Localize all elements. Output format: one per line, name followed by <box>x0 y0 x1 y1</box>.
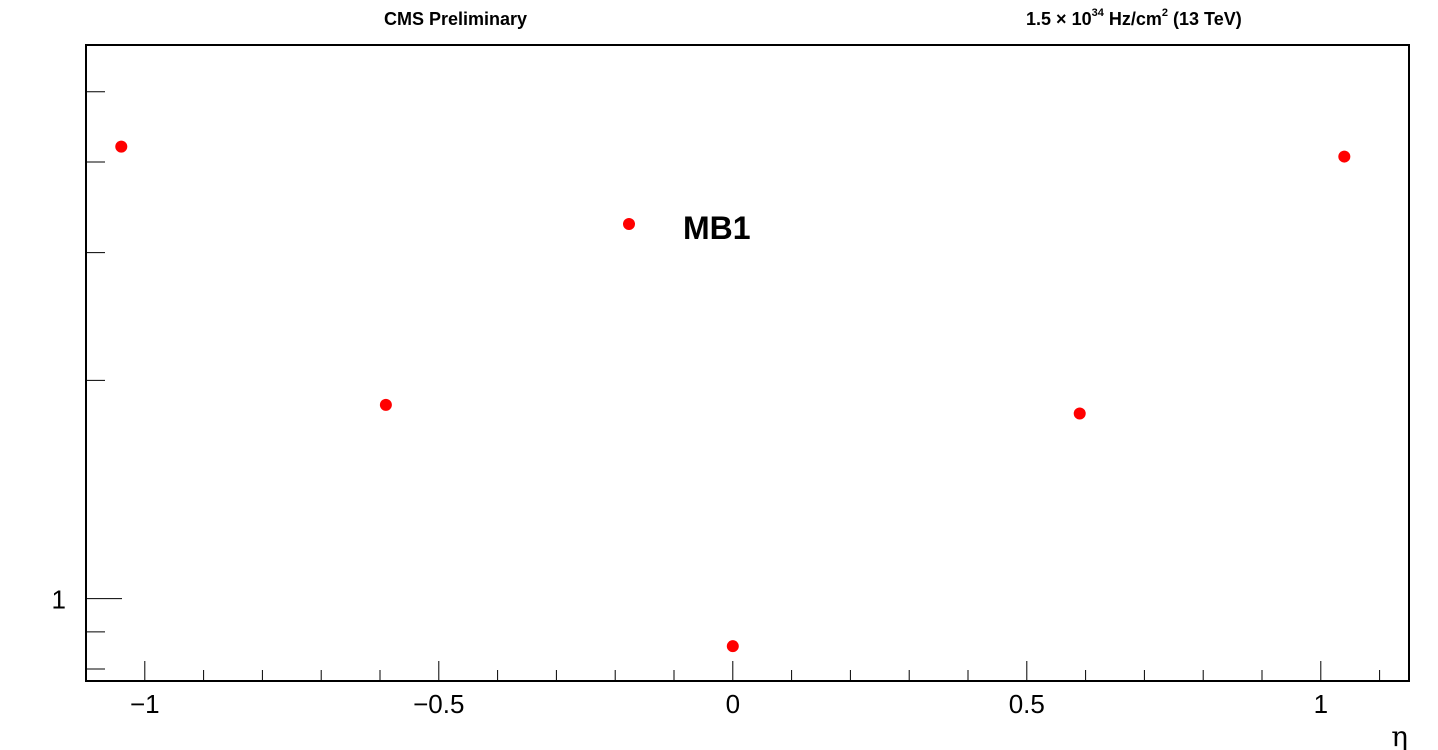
x-axis-title: η <box>1391 720 1408 750</box>
times-sign: × <box>1056 9 1067 29</box>
x-tick-label: −1 <box>130 689 160 719</box>
luminosity-base: 10 <box>1071 9 1092 29</box>
legend-label: MB1 <box>683 210 751 246</box>
data-point <box>1073 407 1086 420</box>
x-tick-label: 1 <box>1314 689 1328 719</box>
data-point <box>1338 150 1351 163</box>
luminosity-prefix: 1.5 <box>1026 9 1052 29</box>
legend-marker <box>623 218 635 230</box>
y-tick-label: 1 <box>52 585 66 615</box>
header-left-title: CMS Preliminary <box>384 9 528 29</box>
data-point <box>115 140 128 153</box>
data-point <box>726 640 739 653</box>
plot-frame <box>85 44 1410 682</box>
x-tick-label: 0 <box>726 689 740 719</box>
energy-label: (13 TeV) <box>1173 9 1242 29</box>
luminosity-exponent: 34 <box>1091 7 1104 19</box>
header-right-title: 1.5 × 1034 Hz/cm2 (13 TeV) <box>1026 7 1242 30</box>
x-tick-label: 0.5 <box>1009 689 1045 719</box>
luminosity-unit: Hz/cm <box>1108 9 1162 29</box>
luminosity-unit-exponent: 2 <box>1161 7 1169 19</box>
x-tick-label: −0.5 <box>413 689 464 719</box>
data-point <box>379 398 392 411</box>
